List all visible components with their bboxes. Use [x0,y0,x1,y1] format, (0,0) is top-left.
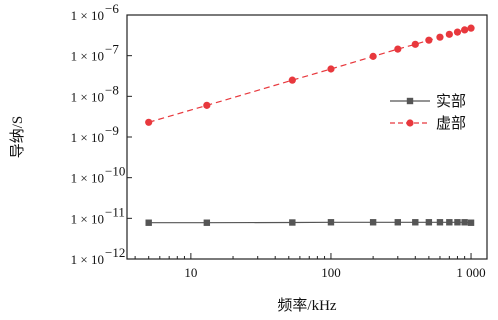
data-point-circle [203,101,211,109]
data-point-circle [425,36,433,44]
data-point-circle [288,76,296,84]
y-tick-exponent: −8 [105,82,119,97]
series-line-1 [148,27,472,123]
data-point-square [289,219,296,226]
series-layer [145,24,475,226]
data-point-square [369,219,377,226]
x-tick-label: 100 [321,265,341,280]
y-tick-label: 1 × 10 [71,8,104,23]
data-point-square [461,219,468,226]
x-tick-label: 10 [184,265,197,280]
data-point-circle [461,26,469,34]
y-tick-exponent: −12 [105,245,125,260]
data-point-square [412,219,419,226]
data-point-square [467,219,475,226]
data-point-square [446,219,453,226]
y-tick-exponent: −9 [105,123,119,138]
y-axis: 1 × 10 −61 × 10 −71 × 10 −81 × 10 −91 × 10 −1… [71,1,132,267]
y-tick-exponent: −7 [105,42,119,57]
y-tick-label: 1 × 10 [71,130,104,145]
data-point-circle [445,30,453,38]
data-point-circle [467,24,475,32]
y-tick-label: 1 × 10 [71,252,104,267]
data-point-circle [327,65,335,73]
data-point-circle [369,52,377,60]
y-tick-label: 1 × 10 [71,211,104,226]
y-tick-label: 1 × 10 [71,89,104,104]
y-tick-exponent: −11 [105,204,125,219]
data-point-square [436,219,444,226]
data-point-circle [145,118,153,126]
y-tick-label: 1 × 10 [71,171,104,186]
data-point-square [203,219,211,226]
x-axis-title: 频率/kHz [277,297,337,314]
data-point-square [454,219,461,226]
data-point-circle [453,28,462,36]
y-axis-title: 导纳/S [9,116,26,159]
data-point-square [145,219,152,226]
y-tick-exponent: −6 [105,1,119,16]
data-point-square [425,219,433,226]
data-point-circle [436,33,444,41]
legend-label-0: 实部 [436,93,466,110]
data-point-circle [411,40,419,48]
legend-label-1: 虚部 [436,115,466,132]
x-axis: 10 100 1 000 [134,253,486,280]
y-tick-exponent: −10 [105,164,125,179]
legend-marker-square [406,97,414,105]
data-point-square [327,219,335,226]
data-point-circle [394,45,402,53]
legend-marker-circle [406,119,414,127]
x-tick-label: 1 000 [456,265,485,280]
data-point-square [394,219,401,226]
y-tick-label: 1 × 10 [71,49,104,64]
